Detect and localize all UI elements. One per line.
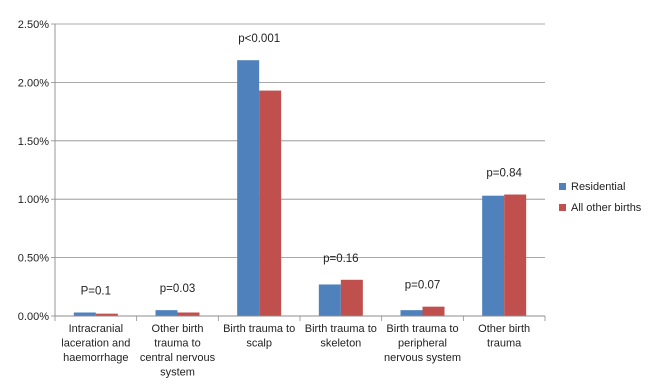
x-category-label: Intracranial laceration and haemorrhage [61, 323, 130, 364]
p-value-label: p=0.16 [323, 253, 359, 265]
x-category-label: Birth trauma to peripheral nervous system [384, 323, 461, 364]
legend-swatch [559, 183, 566, 190]
y-tick-labels: 0.00% 0.50% 1.00% 1.50% 2.00% 2.50% [18, 19, 49, 323]
p-value-label: p<0.001 [238, 33, 280, 45]
legend: Residential All other births [559, 181, 642, 214]
gridlines [55, 23, 545, 259]
legend-swatch [559, 204, 566, 211]
y-tick-label: 1.50% [18, 136, 49, 148]
bar-residential [318, 284, 341, 316]
y-tick-label: 1.00% [18, 194, 49, 206]
bar-residential [73, 312, 96, 316]
p-value-label: p=0.03 [160, 283, 196, 295]
bar-residential [237, 60, 260, 316]
bar-all-other-births [422, 306, 445, 316]
p-value-label: p=0.07 [405, 280, 441, 292]
x-category-label: Other birth trauma to central nervous syste… [140, 323, 216, 379]
bar-all-other-births [504, 194, 527, 316]
y-tick-label: 0.00% [18, 311, 49, 323]
bar-all-other-births [177, 312, 200, 316]
x-category-label: Birth trauma to scalp [223, 323, 295, 350]
bar-all-other-births [340, 279, 363, 316]
y-tick-label: 0.50% [18, 253, 49, 265]
x-category-label: Other birth trauma [478, 323, 530, 350]
p-value-label: P=0.1 [81, 285, 111, 297]
x-category-label: Birth trauma to skeleton [305, 323, 377, 350]
y-tick-label: 2.00% [18, 77, 49, 89]
axes [51, 23, 546, 321]
bar-residential [482, 195, 505, 316]
bar-all-other-births [95, 313, 118, 316]
y-tick-label: 2.50% [18, 19, 49, 31]
bar-all-other-births [259, 90, 282, 317]
legend-label: All other births [571, 202, 642, 214]
p-value-label: p=0.84 [486, 168, 522, 180]
bar-residential [155, 310, 178, 316]
p-value-annotations: P=0.1 p=0.03 p<0.001 p=0.16 p=0.07 p=0.84 [81, 33, 523, 297]
bar-residential [400, 310, 423, 316]
category-labels: Intracranial laceration and haemorrhageOth… [61, 323, 530, 379]
bars [73, 60, 527, 317]
legend-label: Residential [571, 181, 625, 193]
